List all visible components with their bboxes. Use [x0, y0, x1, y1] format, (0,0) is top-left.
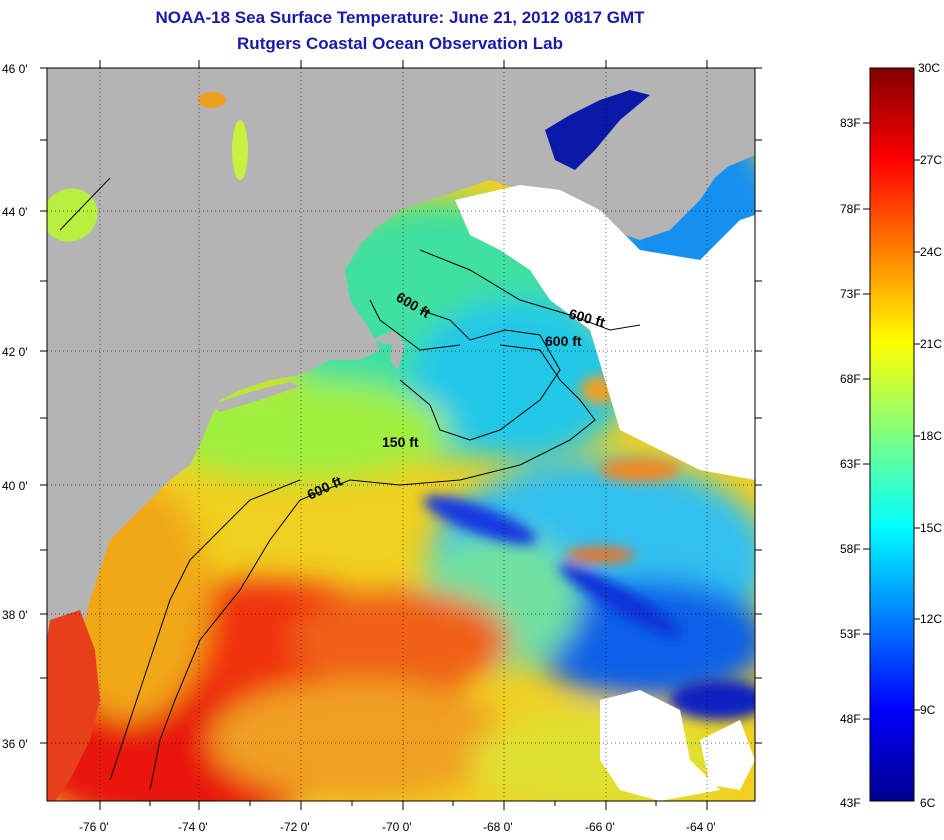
colorbar-celsius-label: 27C	[920, 153, 943, 167]
lat-label: 36 0'	[2, 737, 28, 751]
map-area: 600 ft 600 ft 600 ft 150 ft 600 ft	[47, 68, 755, 801]
lat-label: 38 0'	[2, 608, 28, 622]
colorbar-celsius-label: 12C	[920, 612, 943, 626]
lat-label: 46 0'	[2, 62, 28, 76]
contour-label: 600 ft	[545, 333, 582, 349]
lon-label: -76 0'	[79, 820, 109, 834]
lat-label: 42 0'	[2, 345, 28, 359]
colorbar-celsius-label: 21C	[920, 337, 943, 351]
lon-label: -66 0'	[585, 820, 615, 834]
lon-label: -68 0'	[483, 820, 513, 834]
land-mass	[47, 68, 755, 801]
lat-label: 40 0'	[2, 479, 28, 493]
lon-label: -64 0'	[686, 820, 716, 834]
map-title: NOAA-18 Sea Surface Temperature: June 21…	[155, 8, 645, 27]
colorbar-fahrenheit-label: 43F	[840, 796, 861, 810]
colorbar-celsius-label: 9C	[920, 703, 936, 717]
contour-label: 150 ft	[382, 434, 419, 450]
colorbar-celsius-label: 30C	[918, 61, 941, 75]
lat-label: 44 0'	[2, 205, 28, 219]
colorbar-celsius-label: 18C	[920, 429, 943, 443]
colorbar-celsius-label: 24C	[920, 245, 943, 259]
colorbar-fahrenheit-label: 78F	[840, 202, 861, 216]
lon-label: -70 0'	[382, 820, 412, 834]
colorbar-celsius-label: 15C	[920, 521, 943, 535]
colorbar-celsius-label: 6C	[920, 796, 936, 810]
lon-label: -74 0'	[178, 820, 208, 834]
map-subtitle: Rutgers Coastal Ocean Observation Lab	[237, 34, 563, 53]
colorbar-fahrenheit-label: 58F	[840, 542, 861, 556]
colorbar-fahrenheit-label: 53F	[840, 627, 861, 641]
colorbar-fahrenheit-label: 68F	[840, 372, 861, 386]
colorbar-fahrenheit-label: 48F	[840, 712, 861, 726]
cloud-patch	[455, 185, 755, 480]
colorbar-fahrenheit-label: 83F	[840, 116, 861, 130]
lon-label: -72 0'	[280, 820, 310, 834]
bathymetry-contours	[59, 177, 641, 791]
colorbar-fahrenheit-label: 63F	[840, 457, 861, 471]
colorbar	[869, 67, 915, 802]
colorbar-fahrenheit-label: 73F	[840, 287, 861, 301]
